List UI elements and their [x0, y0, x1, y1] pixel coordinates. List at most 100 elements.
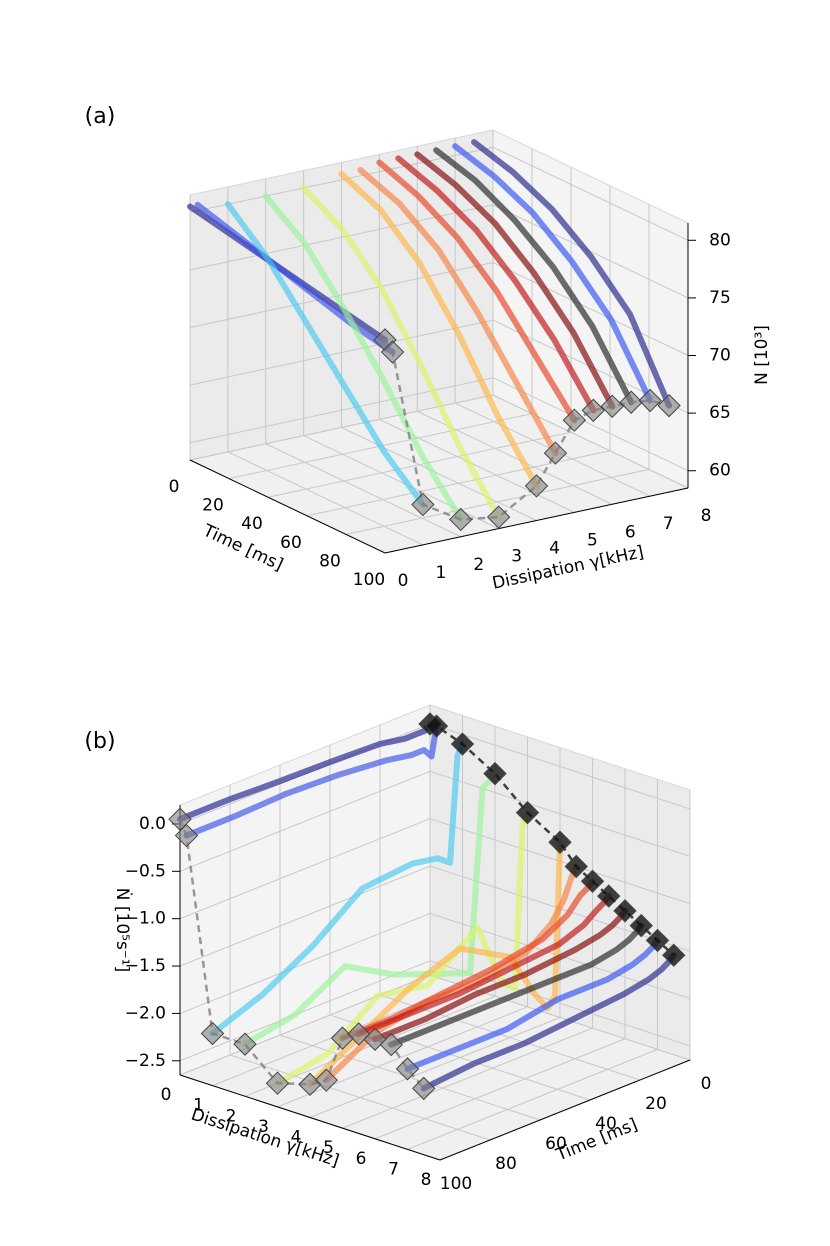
x-tick-label: 80	[495, 1154, 517, 1174]
end-marker	[265, 1071, 290, 1095]
end-marker	[314, 1068, 338, 1092]
end-marker	[411, 492, 435, 517]
y-tick-label: 3	[511, 547, 522, 567]
series-line	[420, 952, 677, 1092]
grid-line	[303, 435, 499, 530]
x-tick-label: 20	[202, 496, 224, 516]
end-marker	[233, 1032, 257, 1056]
axis-edge	[384, 487, 689, 554]
series-line	[414, 151, 616, 410]
grid-line	[429, 723, 691, 810]
z-tick-label: 80	[709, 230, 731, 250]
series-line	[471, 139, 673, 409]
end-marker	[395, 1057, 420, 1081]
start-marker	[580, 869, 605, 893]
series-line	[357, 166, 559, 457]
x-tick-label: 20	[645, 1094, 667, 1114]
end-marker	[657, 393, 681, 418]
grid-line	[492, 146, 689, 241]
panel-label: (a)	[85, 104, 116, 129]
start-marker	[613, 899, 637, 923]
end-marker	[174, 823, 199, 848]
y-tick-label: 1	[193, 1096, 204, 1116]
series-line	[372, 907, 628, 1043]
grid-line	[277, 1006, 528, 1108]
series-line	[395, 155, 597, 414]
y-tick-label: 3	[258, 1117, 269, 1137]
series-line	[388, 922, 645, 1048]
grid-line	[179, 818, 431, 920]
end-marker	[200, 1021, 225, 1046]
grid-line	[407, 1048, 658, 1150]
end-marker	[524, 474, 549, 498]
end-marker	[379, 1032, 403, 1057]
series-line	[209, 741, 466, 1037]
grid-line	[179, 770, 431, 872]
grid-line	[265, 443, 461, 538]
end-marker	[638, 388, 662, 413]
series-line	[300, 184, 502, 521]
end-marker	[412, 1076, 436, 1101]
end-marker	[543, 441, 568, 465]
start-marker	[564, 854, 588, 879]
y-tick-label: 7	[388, 1159, 399, 1179]
y-tick-label: 4	[291, 1128, 302, 1148]
panel: 0 20 40 60 80 100 0 1 2 3 4 5 6 7 8 −2.5 −2.0 −1.5 −1.0 −0.…	[84, 704, 712, 1194]
grid-line	[309, 1017, 561, 1118]
series-line	[177, 720, 433, 823]
series-line	[338, 171, 540, 489]
z-tick-label: 75	[709, 288, 731, 308]
grid-line	[492, 394, 689, 489]
grid-line	[189, 262, 494, 328]
end-marker	[619, 390, 643, 414]
series-line	[183, 723, 440, 839]
y-tick-label: 5	[323, 1138, 334, 1158]
grid-line	[189, 319, 494, 386]
z-tick-label: −2.5	[125, 1051, 166, 1071]
y-tick-label: 0	[161, 1085, 172, 1105]
z-tick-label: 70	[709, 346, 731, 366]
series-line	[433, 147, 635, 406]
grid-line	[189, 377, 494, 444]
start-marker	[629, 913, 653, 938]
y-tick-label: 2	[226, 1106, 237, 1126]
grid-line	[341, 427, 537, 521]
y-tick-label: 8	[701, 506, 712, 526]
y-tick-label: 7	[663, 514, 674, 534]
panel-label: (b)	[84, 729, 115, 754]
grid-line	[429, 770, 691, 857]
y-tick-label: 8	[421, 1170, 432, 1190]
grid-line	[179, 960, 431, 1062]
start-marker	[662, 943, 686, 967]
end-marker	[562, 408, 587, 432]
end-marker	[486, 505, 511, 529]
start-marker	[645, 928, 670, 953]
z-axis-label: Ṅ [10⁵s⁻¹]	[112, 888, 133, 972]
grid-line	[227, 451, 424, 546]
x-tick-label: 100	[440, 1174, 472, 1194]
z-tick-label: −2.0	[125, 1003, 166, 1023]
z-tick-label: 65	[709, 403, 731, 423]
series-line	[194, 201, 396, 356]
y-tick-label: 5	[587, 530, 598, 550]
z-tick-label: 60	[709, 461, 731, 481]
x-tick-label: 0	[701, 1074, 712, 1094]
x-tick-label: 80	[319, 551, 341, 571]
end-marker	[449, 507, 473, 532]
series-line	[452, 143, 654, 404]
start-marker	[515, 800, 540, 825]
x-tick-label: 0	[169, 477, 180, 497]
x-tick-label: 60	[280, 533, 302, 553]
y-tick-label: 2	[473, 555, 484, 575]
z-tick-label: −0.5	[125, 861, 166, 881]
grid-line	[179, 865, 431, 967]
y-tick-label: 1	[435, 563, 446, 583]
z-tick-label: −1.5	[125, 956, 166, 976]
series-line	[242, 770, 498, 1048]
series-line	[262, 193, 464, 523]
grid-line	[492, 262, 689, 356]
z-tick-label: −1.0	[125, 909, 166, 929]
end-marker	[380, 340, 405, 364]
grid-line	[189, 204, 494, 271]
